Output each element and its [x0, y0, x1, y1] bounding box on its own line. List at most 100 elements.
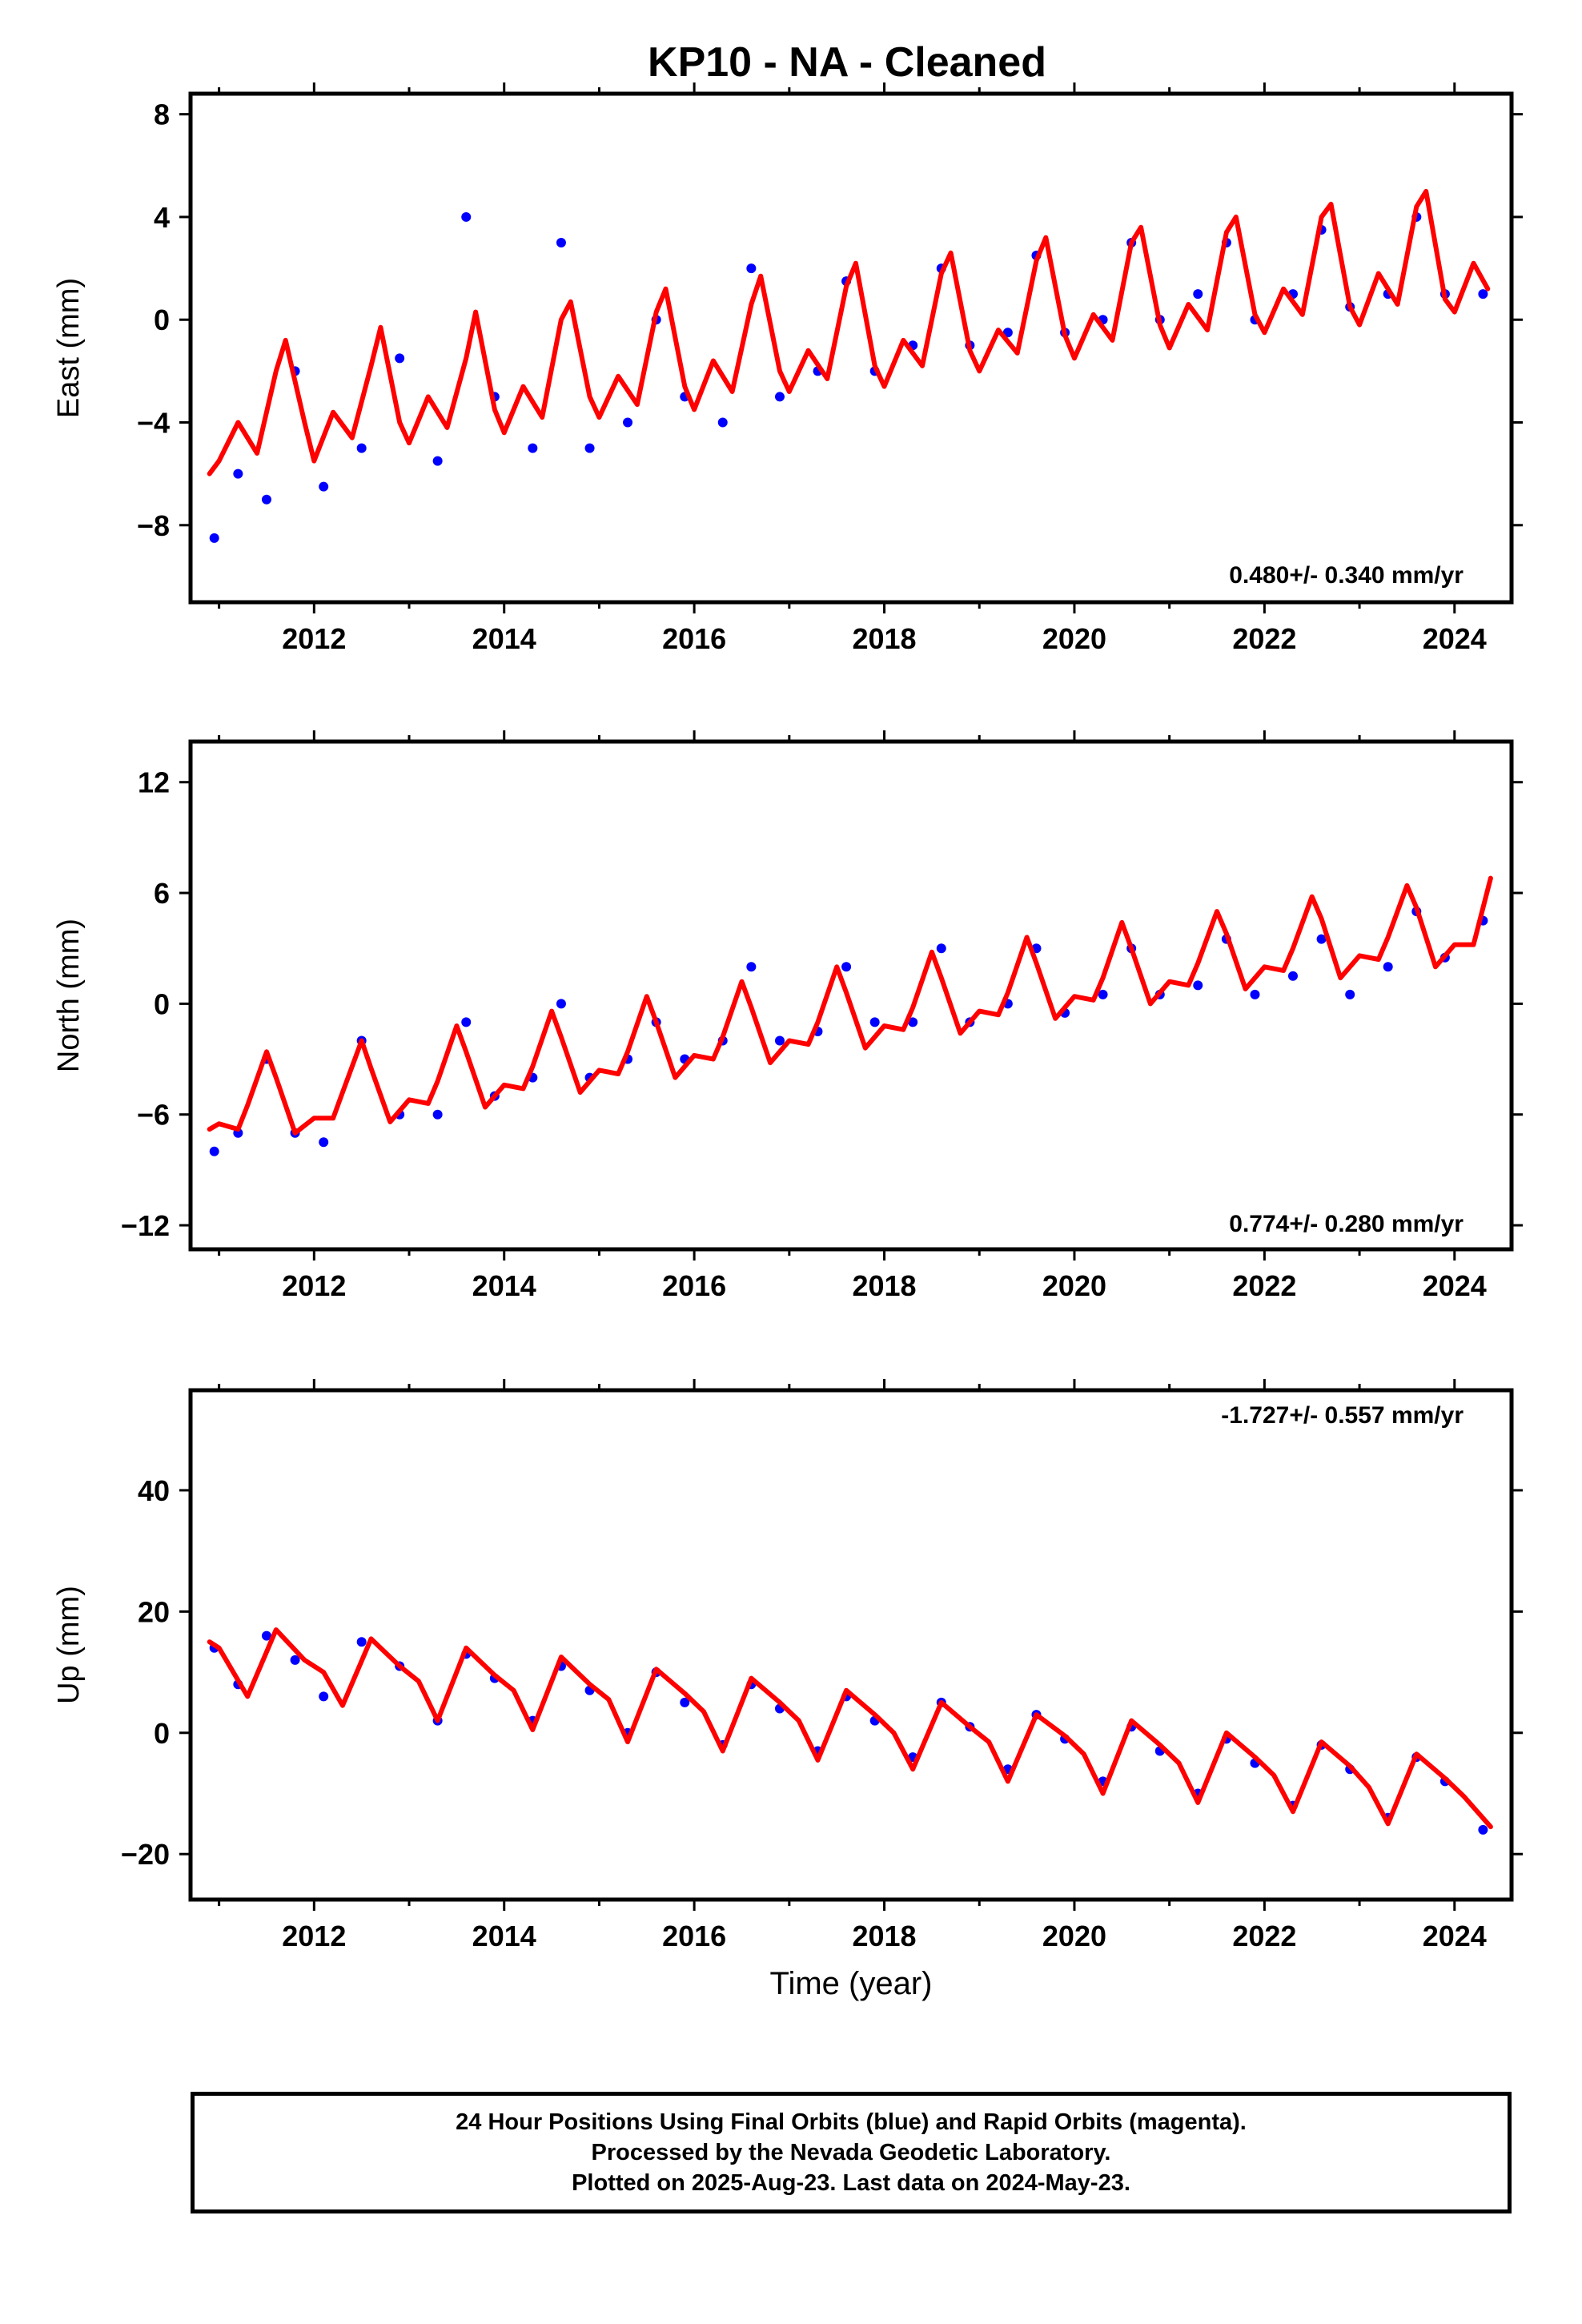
y-tick-label: 20 — [138, 1595, 170, 1628]
data-point — [556, 999, 566, 1009]
data-point — [774, 1035, 785, 1046]
rate-label: -1.727+/- 0.557 mm/yr — [1221, 1402, 1464, 1429]
plot-data — [207, 1627, 1493, 1835]
x-tick-label: 2022 — [1232, 1269, 1296, 1302]
x-tick-label: 2018 — [852, 1269, 916, 1302]
data-point — [584, 443, 595, 453]
x-axis-label: Time (year) — [770, 1966, 933, 2001]
x-tick-label: 2014 — [472, 622, 536, 655]
data-point — [746, 263, 757, 274]
x-tick-label: 2022 — [1232, 1920, 1296, 1952]
data-point — [1287, 971, 1298, 981]
data-point — [432, 456, 443, 466]
data-point — [869, 1017, 880, 1027]
data-point — [1345, 989, 1355, 999]
data-point — [680, 1697, 690, 1707]
x-tick-label: 2024 — [1423, 622, 1487, 655]
x-tick-label: 2016 — [662, 1269, 726, 1302]
y-tick-label: 0 — [154, 1717, 170, 1750]
y-tick-label: 12 — [138, 766, 170, 799]
panels: 2012 2014 2016 2018 2020 2022 2024−8−4048East … — [52, 82, 1523, 2001]
x-tick-label: 2016 — [662, 622, 726, 655]
data-point — [908, 1017, 918, 1027]
x-tick-label: 2014 — [472, 1920, 536, 1952]
data-point — [290, 1655, 300, 1665]
data-point — [1478, 289, 1488, 300]
model-curve — [207, 1627, 1493, 1830]
x-tick-label: 2024 — [1423, 1920, 1487, 1952]
data-point — [356, 1637, 367, 1647]
data-point — [209, 1146, 219, 1156]
x-tick-label: 2016 — [662, 1920, 726, 1952]
data-point — [209, 533, 219, 543]
x-tick-label: 2018 — [852, 622, 916, 655]
data-point — [1383, 962, 1393, 972]
data-point — [461, 211, 472, 222]
data-point — [1316, 934, 1327, 944]
x-tick-label: 2012 — [282, 1920, 346, 1952]
y-axis-label: North (mm) — [52, 919, 86, 1072]
x-tick-label: 2012 — [282, 622, 346, 655]
plot-frame — [188, 1388, 1514, 1902]
data-point — [774, 392, 785, 402]
y-axis-label: East (mm) — [52, 278, 86, 418]
data-point — [1098, 989, 1108, 999]
plot-data — [207, 875, 1493, 1156]
data-point — [528, 443, 538, 453]
x-tick-label: 2020 — [1042, 1269, 1106, 1302]
y-tick-label: 40 — [138, 1474, 170, 1507]
y-tick-label: 6 — [154, 877, 170, 910]
data-point — [623, 417, 633, 428]
x-tick-label: 2020 — [1042, 1920, 1106, 1952]
rate-label: 0.774+/- 0.280 mm/yr — [1229, 1211, 1464, 1237]
data-point — [261, 494, 271, 505]
data-point — [461, 1017, 472, 1027]
y-tick-label: 0 — [154, 304, 170, 336]
data-point — [717, 417, 728, 428]
footer-line-1: 24 Hour Positions Using Final Orbits (bl… — [456, 2109, 1247, 2135]
y-tick-label: −12 — [121, 1209, 170, 1242]
data-point — [261, 1630, 271, 1641]
footer-line-2: Processed by the Nevada Geodetic Laborat… — [591, 2140, 1111, 2165]
data-point — [1250, 989, 1260, 999]
x-tick-label: 2022 — [1232, 622, 1296, 655]
y-axis-label: Up (mm) — [52, 1586, 86, 1704]
y-tick-label: −6 — [137, 1099, 170, 1132]
panel-east: 2012 2014 2016 2018 2020 2022 2024 −8 −4 0 4 8 East … — [52, 82, 1523, 655]
plot-frame — [188, 91, 1514, 605]
y-tick-label: 4 — [154, 201, 170, 234]
x-tick-label: 2024 — [1423, 1269, 1487, 1302]
y-tick-label: 0 — [154, 987, 170, 1020]
plot-frame — [188, 739, 1514, 1252]
rate-label: 0.480+/- 0.340 mm/yr — [1229, 562, 1464, 589]
x-tick-label: 2014 — [472, 1269, 536, 1302]
data-point — [233, 468, 243, 479]
panel-up: 2012 2014 2016 2018 2020 2022 2024 −20 0 20 40 Up (… — [52, 1379, 1523, 2001]
y-tick-label: −20 — [121, 1838, 170, 1871]
x-tick-label: 2020 — [1042, 622, 1106, 655]
plot-data — [207, 188, 1491, 543]
data-point — [1193, 980, 1203, 991]
data-point — [1193, 289, 1203, 300]
footer-line-3: Plotted on 2025-Aug-23. Last data on 202… — [572, 2170, 1130, 2196]
data-point — [395, 353, 405, 364]
figure-title: KP10 - NA - Cleaned — [648, 39, 1046, 86]
data-point — [319, 481, 329, 492]
y-tick-label: −8 — [137, 509, 170, 542]
x-tick-label: 2018 — [852, 1920, 916, 1952]
footer-caption-box: 24 Hour Positions Using Final Orbits (bl… — [191, 2092, 1512, 2213]
data-point — [936, 943, 946, 954]
model-curve — [207, 875, 1493, 1136]
data-point — [746, 962, 757, 972]
data-point — [319, 1691, 329, 1702]
panel-north: 2012 2014 2016 2018 2020 2022 2024 −12 −6 0 6 12 Nor… — [52, 730, 1523, 1302]
data-point — [432, 1109, 443, 1120]
y-tick-label: −4 — [137, 407, 170, 440]
data-point — [319, 1137, 329, 1148]
y-tick-label: 8 — [154, 99, 170, 131]
data-point — [1478, 1824, 1488, 1835]
model-curve — [207, 188, 1491, 476]
data-point — [556, 238, 566, 248]
data-point — [841, 962, 852, 972]
